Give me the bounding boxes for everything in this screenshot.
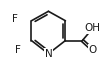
Text: F: F — [15, 45, 21, 55]
Text: F: F — [12, 14, 17, 24]
Text: N: N — [45, 49, 52, 59]
Text: OH: OH — [85, 23, 101, 33]
Text: O: O — [89, 45, 97, 55]
